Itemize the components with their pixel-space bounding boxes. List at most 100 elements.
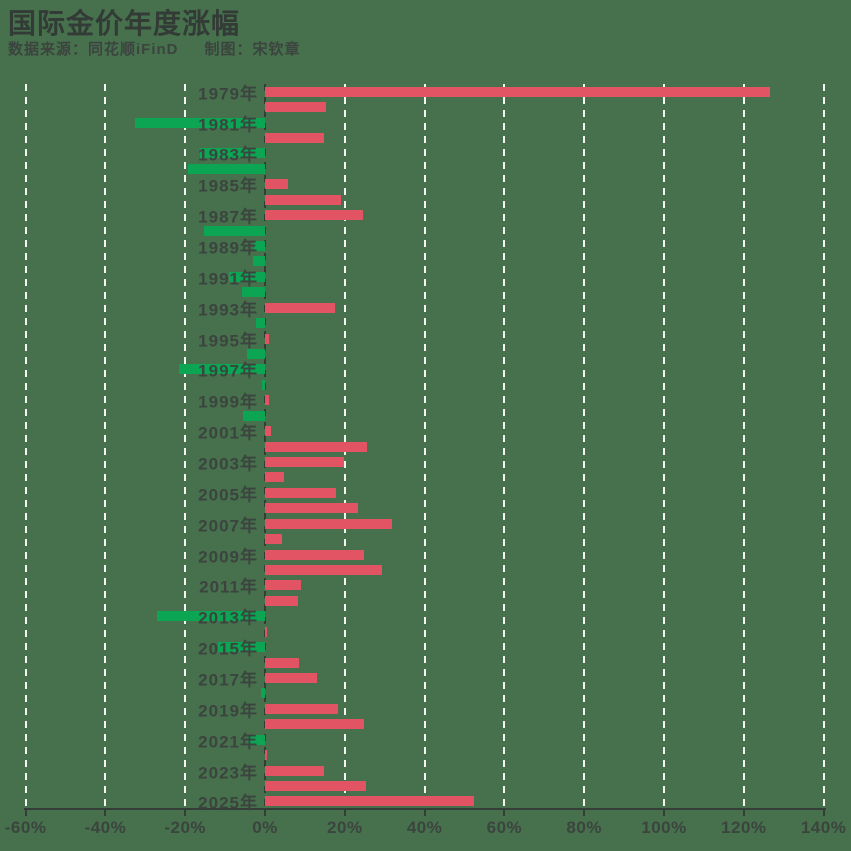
bar-2023: [265, 765, 324, 776]
year-label-1989: 1989年: [198, 238, 258, 258]
gridline--60: [24, 84, 27, 809]
x-axis-label-120: 120%: [721, 818, 767, 837]
bar-2000: [243, 410, 265, 421]
bar-1993: [265, 302, 336, 313]
bar-2005: [265, 487, 337, 498]
x-axis-tick-100: [663, 810, 665, 816]
bar-2014: [265, 626, 267, 637]
year-label-2017: 2017年: [198, 670, 258, 690]
year-label-2001: 2001年: [198, 423, 258, 443]
bar-2002: [265, 441, 368, 452]
bar-1991: [229, 271, 265, 282]
page-title: 国际金价年度涨幅: [8, 8, 241, 39]
x-axis-line: [24, 808, 826, 810]
bar-1997: [179, 364, 265, 375]
year-label-1981: 1981年: [198, 115, 258, 135]
bar-1980: [265, 102, 326, 113]
bar-1999: [265, 395, 269, 406]
bar-2018: [261, 688, 265, 699]
bar-1983: [199, 148, 265, 159]
x-axis-tick--20: [184, 810, 187, 816]
x-axis-tick-140: [822, 810, 825, 816]
bar-2010: [265, 565, 382, 576]
bar-2024: [265, 781, 367, 792]
bar-2021: [247, 734, 265, 745]
bar-2025: [265, 796, 474, 807]
year-label-2011: 2011年: [199, 577, 258, 597]
year-label-1991: 1991年: [198, 269, 258, 289]
bar-2011: [265, 580, 301, 591]
gridline--20: [184, 84, 187, 809]
bar-2009: [265, 549, 365, 560]
year-label-2013: 2013年: [198, 608, 258, 628]
gridline-40: [423, 84, 426, 809]
x-axis-label-20: 20%: [327, 818, 363, 837]
x-axis-label--60: -60%: [4, 818, 47, 837]
bar-2003: [265, 457, 345, 468]
x-axis-tick-20: [343, 810, 346, 816]
x-axis-tick-0: [264, 810, 266, 816]
gridline-80: [583, 84, 586, 809]
x-axis-label-80: 80%: [566, 818, 602, 837]
year-label-2009: 2009年: [198, 547, 258, 567]
year-label-1987: 1987年: [198, 207, 258, 227]
credit-label: 制图：宋钦章: [204, 41, 301, 58]
chart-subtitle: 数据来源：同花顺iFinD 制图：宋钦章: [8, 38, 327, 59]
gridline-100: [663, 84, 665, 809]
year-label-1997: 1997年: [198, 361, 258, 381]
bar-2020: [265, 719, 364, 730]
bar-1988: [203, 225, 265, 236]
bar-1990: [252, 256, 265, 267]
year-label-1995: 1995年: [198, 331, 258, 351]
bar-1989: [253, 241, 265, 251]
x-axis-label-100: 100%: [641, 818, 687, 837]
bar-2008: [265, 534, 283, 545]
year-label-2015: 2015年: [198, 639, 258, 659]
year-label-1983: 1983年: [198, 145, 258, 165]
x-axis-label-40: 40%: [406, 818, 443, 837]
x-axis-tick--40: [104, 810, 107, 816]
bar-1995: [265, 333, 269, 344]
x-axis-label--40: -40%: [84, 818, 127, 837]
year-label-2003: 2003年: [198, 454, 258, 474]
x-axis-tick-120: [742, 810, 745, 816]
gridline-60: [503, 84, 506, 809]
year-label-2019: 2019年: [198, 701, 258, 721]
bar-1981: [134, 117, 265, 128]
year-label-1999: 1999年: [198, 392, 258, 412]
gridline--40: [104, 84, 107, 809]
year-label-1985: 1985年: [198, 176, 258, 196]
bar-1985: [265, 179, 289, 190]
bar-1987: [265, 210, 363, 221]
year-label-2007: 2007年: [198, 516, 258, 536]
year-label-2005: 2005年: [198, 485, 258, 505]
bar-2016: [265, 657, 300, 668]
x-axis-tick--60: [24, 810, 27, 816]
year-label-2021: 2021年: [198, 732, 258, 752]
year-label-1979: 1979年: [198, 84, 258, 104]
bar-1992: [241, 287, 265, 298]
x-axis-label--20: -20%: [164, 818, 207, 837]
bar-1982: [265, 133, 325, 143]
x-axis-label-0: 0%: [252, 818, 278, 837]
year-label-1993: 1993年: [198, 300, 258, 320]
bar-1984: [187, 163, 265, 174]
gridline-120: [742, 84, 745, 809]
bar-2019: [265, 703, 339, 714]
x-axis-tick-40: [423, 810, 426, 816]
bar-2007: [265, 518, 393, 529]
x-axis-label-140: 140%: [800, 818, 847, 837]
data-source-label: 数据来源：同花顺iFinD: [8, 41, 179, 58]
bar-1994: [255, 318, 265, 329]
year-label-2025: 2025年: [198, 793, 258, 813]
bar-2017: [265, 673, 317, 684]
bar-2001: [265, 426, 271, 437]
bar-1979: [265, 86, 770, 97]
bar-1986: [265, 194, 341, 205]
bar-1998: [261, 379, 265, 390]
bar-2013: [157, 611, 265, 622]
bar-2006: [265, 503, 358, 514]
x-axis-tick-80: [583, 810, 586, 816]
